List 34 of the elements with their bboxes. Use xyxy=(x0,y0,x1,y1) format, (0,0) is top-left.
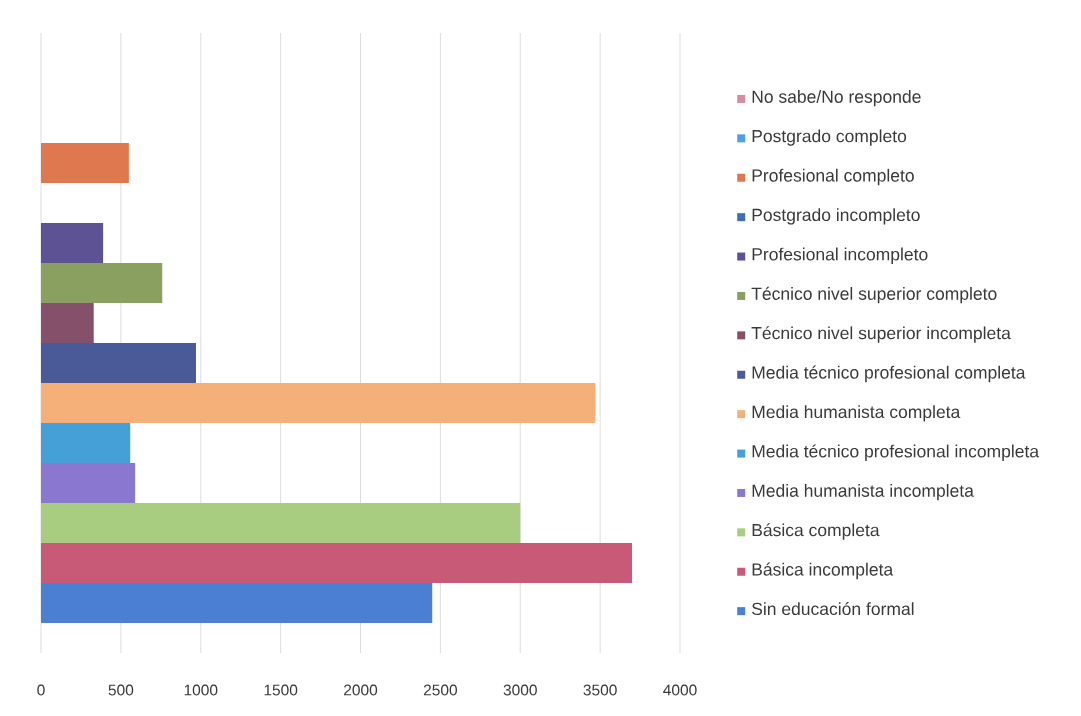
legend-label: Postgrado completo xyxy=(752,129,907,146)
bar xyxy=(41,263,163,303)
bar xyxy=(41,143,129,183)
legend-label: Media humanista incompleta xyxy=(752,484,974,501)
x-tick-label: 2000 xyxy=(344,684,378,696)
legend-label: Media técnico profesional completa xyxy=(752,365,1026,383)
legend-label: Técnico nivel superior incompleta xyxy=(751,326,1011,343)
x-tick-label: 3500 xyxy=(583,684,617,696)
bar xyxy=(41,543,633,583)
x-tick-label: 2500 xyxy=(423,684,458,696)
bar xyxy=(41,423,131,463)
bar xyxy=(41,463,136,503)
legend-label: Profesional incompleto xyxy=(752,247,928,264)
x-tick-label: 0 xyxy=(37,684,45,696)
x-tick-label: 500 xyxy=(108,684,134,696)
legend-label: Postgrado incompleto xyxy=(752,208,920,225)
legend-label: No sabe/No responde xyxy=(752,90,921,107)
x-tick-label: 4000 xyxy=(663,684,697,696)
legend-label: Básica completa xyxy=(752,523,880,540)
legend-label: Media técnico profesional incompleta xyxy=(752,444,1040,461)
bar xyxy=(41,223,104,263)
bar xyxy=(41,343,196,383)
x-tick-label: 1500 xyxy=(264,684,298,696)
bar xyxy=(41,303,94,343)
legend-label: Profesional completo xyxy=(752,168,914,186)
x-tick-label: 3000 xyxy=(503,684,537,696)
legend-label: Sin educación formal xyxy=(752,602,914,616)
x-tick-label: 1000 xyxy=(184,684,218,696)
bar xyxy=(41,583,433,623)
bar xyxy=(41,383,596,423)
legend-label: Técnico nivel superior completo xyxy=(751,286,997,304)
legend-label: Media humanista completa xyxy=(752,405,961,422)
legend-label: Básica incompleta xyxy=(752,562,894,580)
bar xyxy=(41,503,521,543)
